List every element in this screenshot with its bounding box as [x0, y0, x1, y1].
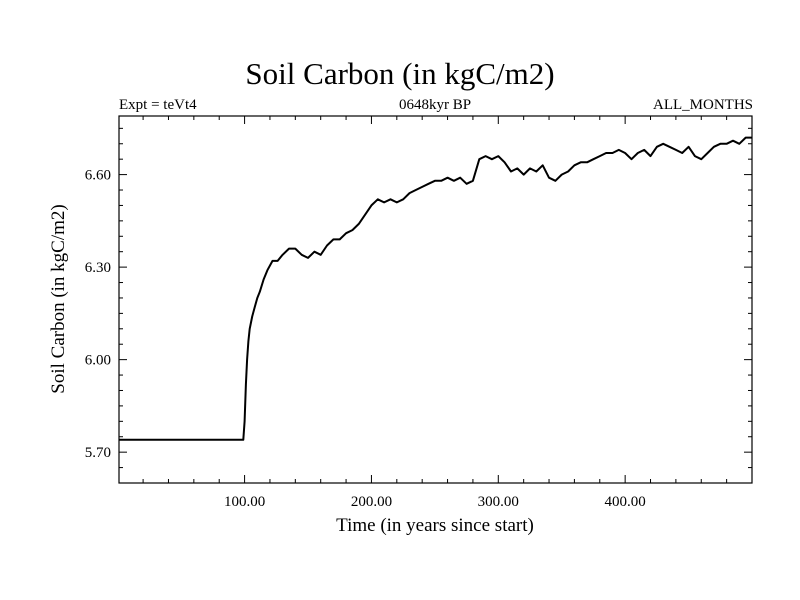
- x-axis: 100.00 200.00 300.00 400.00: [142, 116, 728, 510]
- months-label: ALL_MONTHS: [653, 97, 753, 113]
- x-axis-label: Time (in years since start): [336, 515, 534, 536]
- y-tick-label: 5.70: [85, 445, 111, 461]
- period-label: 0648kyr BP: [398, 97, 472, 113]
- x-tick-label: 200.00: [351, 494, 392, 510]
- chart-title: Soil Carbon (in kgC/m2): [245, 56, 555, 91]
- y-axis: 5.70 6.00 6.30 6.60: [85, 127, 752, 469]
- x-tick-label: 100.00: [224, 494, 265, 510]
- y-tick-label: 6.30: [85, 260, 111, 276]
- y-tick-label: 6.60: [85, 168, 111, 184]
- experiment-label: Expt = teVt4: [119, 97, 197, 113]
- x-tick-label: 400.00: [605, 494, 646, 510]
- plot-frame: [118, 115, 753, 484]
- y-tick-label: 6.00: [85, 353, 111, 369]
- series-line: [119, 136, 752, 441]
- y-axis-label: Soil Carbon (in kgC/m2): [48, 204, 69, 393]
- x-tick-label: 300.00: [478, 494, 519, 510]
